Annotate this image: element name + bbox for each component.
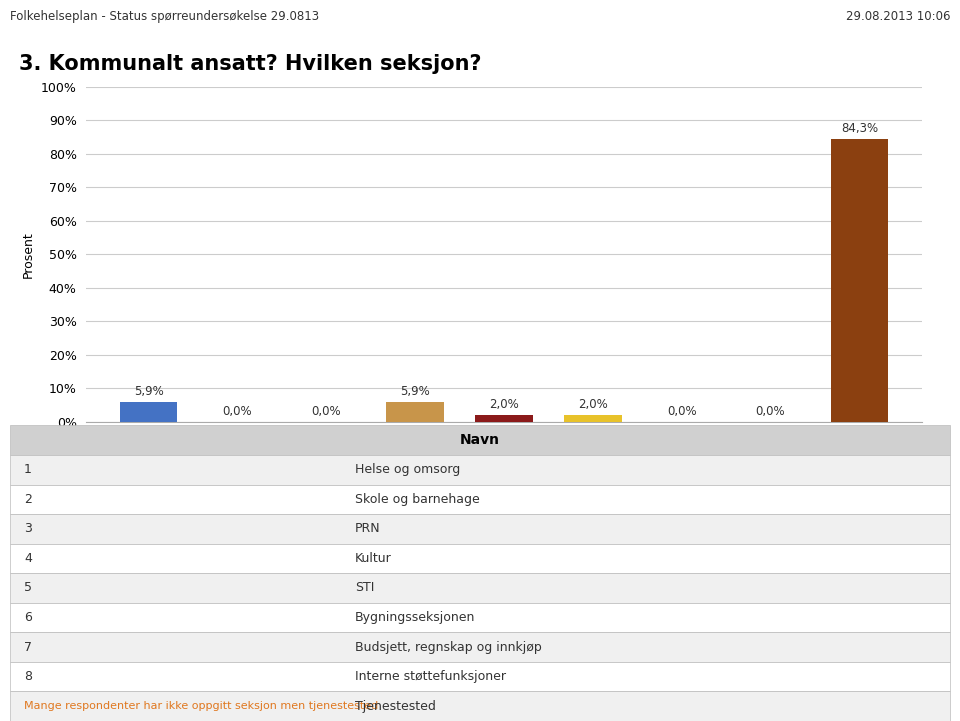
Text: Navn: Navn (460, 433, 500, 447)
Bar (10, 632, 950, 662)
Text: Helse og omsorg: Helse og omsorg (355, 463, 461, 477)
Text: 2,0%: 2,0% (578, 398, 608, 411)
Bar (10, 485, 950, 514)
Text: PRN: PRN (355, 522, 381, 536)
Text: 3. Kommunalt ansatt? Hvilken seksjon?: 3. Kommunalt ansatt? Hvilken seksjon? (19, 54, 482, 74)
Text: Bygningsseksjonen: Bygningsseksjonen (355, 611, 475, 624)
Text: 0,0%: 0,0% (756, 404, 785, 417)
Text: 5: 5 (24, 581, 32, 595)
Text: Kultur: Kultur (355, 552, 392, 565)
Text: 8: 8 (24, 670, 32, 684)
Bar (10, 544, 950, 573)
Text: 2: 2 (24, 492, 32, 506)
Text: Folkehelseplan - Status spørreundersøkelse 29.0813: Folkehelseplan - Status spørreundersøkel… (10, 9, 319, 23)
Text: STI: STI (355, 581, 374, 595)
Text: 3: 3 (24, 522, 32, 536)
Text: Interne støttefunksjoner: Interne støttefunksjoner (355, 670, 506, 684)
Y-axis label: Prosent: Prosent (22, 231, 36, 278)
Text: 0,0%: 0,0% (667, 404, 697, 417)
Text: 5,9%: 5,9% (400, 385, 430, 398)
Bar (120, 402, 178, 422)
Text: Skole og barnehage: Skole og barnehage (355, 492, 480, 506)
Text: 4: 4 (24, 552, 32, 565)
Text: 1: 1 (24, 463, 32, 477)
Text: Tjenestested: Tjenestested (355, 699, 436, 713)
Bar (10, 573, 950, 603)
Text: 2,0%: 2,0% (490, 398, 518, 411)
Text: 29.08.2013 10:06: 29.08.2013 10:06 (846, 9, 950, 23)
Bar (10, 514, 950, 544)
Bar (830, 139, 888, 422)
Bar (475, 415, 533, 422)
Bar (10, 603, 950, 632)
Text: 7: 7 (24, 640, 32, 654)
Text: 5,9%: 5,9% (133, 385, 163, 398)
Bar (564, 415, 622, 422)
Text: 0,0%: 0,0% (311, 404, 341, 417)
Text: 6: 6 (24, 611, 32, 624)
Text: 84,3%: 84,3% (841, 122, 878, 135)
Bar (10, 662, 950, 691)
Bar (10, 425, 950, 455)
Text: Budsjett, regnskap og innkjøp: Budsjett, regnskap og innkjøp (355, 640, 542, 654)
Bar (10, 455, 950, 485)
Text: Mange respondenter har ikke oppgitt seksjon men tjenestested: Mange respondenter har ikke oppgitt seks… (24, 702, 378, 711)
Bar (10, 691, 950, 721)
Bar (386, 402, 444, 422)
Text: 0,0%: 0,0% (223, 404, 252, 417)
